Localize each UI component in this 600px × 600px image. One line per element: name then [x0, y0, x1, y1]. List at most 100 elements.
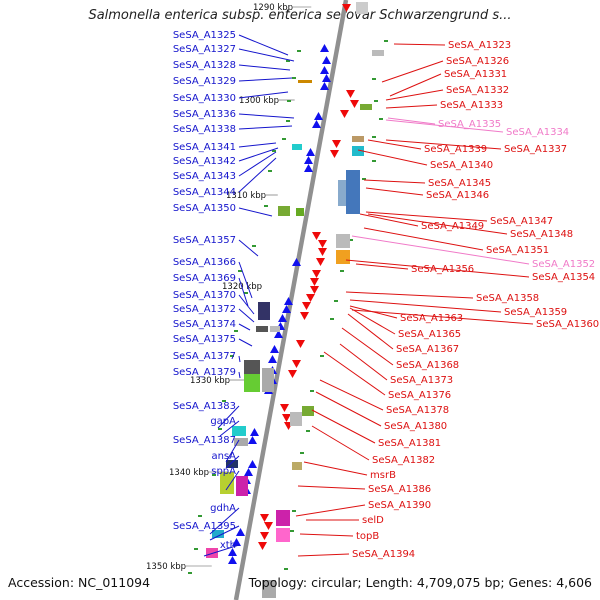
gene-block: [352, 146, 364, 156]
gene-arrow-minus: [318, 248, 327, 256]
gene-tick: [384, 40, 388, 42]
gene-label-left: SeSA_A1379: [173, 367, 236, 378]
gene-arrow-plus: [304, 156, 313, 164]
gene-label-right: SeSA_A1351: [486, 245, 549, 256]
gene-label-right: SeSA_A1346: [426, 190, 489, 201]
gene-tick: [212, 474, 216, 476]
gene-label-left-leader: [238, 142, 277, 148]
gene-label-right: SeSA_A1381: [378, 438, 441, 449]
gene-label-right-leader: [345, 291, 474, 299]
gene-label-left: ansA: [211, 451, 236, 462]
gene-label-right: SeSA_A1348: [510, 229, 573, 240]
gene-label-left-leader: [225, 455, 240, 469]
gene-label-right-leader: [363, 227, 484, 251]
gene-label-right-leader: [385, 119, 504, 133]
gene-label-right: SeSA_A1373: [390, 375, 453, 386]
gene-arrow-minus: [260, 514, 269, 522]
gene-arrow-plus: [284, 297, 293, 305]
gene-arrow-plus: [248, 436, 257, 444]
gene-label-right-leader: [351, 235, 530, 265]
gene-label-left: SeSA_A1377: [173, 351, 236, 362]
gene-label-right-leader: [303, 461, 368, 476]
gene-arrow-minus: [340, 110, 349, 118]
gene-arrow-plus: [314, 112, 323, 120]
gene-arrow-plus: [320, 66, 329, 74]
gene-label-right: SeSA_A1380: [384, 421, 447, 432]
gene-arrow-minus: [282, 414, 291, 422]
gene-block: [296, 208, 304, 216]
gene-arrow-plus: [322, 56, 331, 64]
gene-tick: [297, 50, 301, 52]
gene-arrow-minus: [332, 140, 341, 148]
gene-tick: [372, 136, 376, 138]
gene-arrow-plus: [274, 330, 283, 338]
gene-label-right: msrB: [370, 470, 396, 481]
gene-label-right: SeSA_A1345: [428, 178, 491, 189]
gene-block: [278, 206, 290, 216]
gene-block: [346, 170, 360, 214]
gene-label-left: SeSA_A1329: [173, 76, 236, 87]
gene-label-right-leader: [311, 409, 376, 444]
gene-label-right-leader: [299, 533, 354, 537]
gene-label-left: gdhA: [210, 503, 236, 514]
gene-label-right: selD: [362, 515, 384, 526]
gene-label-right-leader: [323, 351, 386, 396]
gene-arrow-minus: [280, 404, 289, 412]
gene-label-right: SeSA_A1382: [372, 455, 435, 466]
gene-label-right-leader: [345, 259, 530, 278]
gene-tick: [272, 150, 276, 152]
gene-label-right-leader: [385, 89, 444, 101]
gene-label-right: SeSA_A1331: [444, 69, 507, 80]
gene-label-left: SeSA_A1336: [173, 109, 236, 120]
kbp-label: 1290 kbp: [253, 3, 293, 13]
gene-label-left-leader: [238, 147, 279, 162]
gene-block: [292, 144, 302, 150]
gene-arrow-minus: [312, 232, 321, 240]
kbp-label: 1330 kbp: [190, 376, 230, 386]
gene-tick: [234, 330, 238, 332]
gene-label-left-leader: [238, 323, 251, 331]
gene-label-left: SeSA_A1328: [173, 60, 236, 71]
gene-tick: [268, 170, 272, 172]
gene-arrow-minus: [288, 370, 297, 378]
gene-tick: [194, 548, 198, 550]
gene-tick: [292, 77, 296, 79]
gene-arrow-plus: [306, 148, 315, 156]
gene-arrow-plus: [270, 345, 279, 353]
gene-tick: [188, 572, 192, 574]
gene-label-left-leader: [238, 34, 289, 56]
gene-label-right-leader: [359, 213, 419, 227]
gene-tick: [349, 239, 353, 241]
genome-title: Salmonella enterica subsp. enterica sero…: [88, 8, 512, 23]
gene-label-left: SeSA_A1343: [173, 171, 236, 182]
gene-label-right: SeSA_A1352: [532, 259, 595, 270]
gene-label-right: SeSA_A1335: [438, 119, 501, 130]
gene-label-right: SeSA_A1367: [396, 344, 459, 355]
gene-arrow-plus: [292, 258, 301, 266]
gene-block: [244, 374, 260, 392]
gene-tick: [374, 100, 378, 102]
gene-label-right-leader: [385, 104, 438, 109]
gene-label-right-leader: [365, 187, 424, 196]
gene-block: [338, 180, 346, 206]
gene-arrow-minus: [258, 542, 267, 550]
gene-label-right: SeSA_A1334: [506, 127, 569, 138]
gene-arrow-plus: [278, 314, 287, 322]
gene-label-right-leader: [381, 60, 444, 83]
gene-block: [226, 460, 238, 468]
gene-label-right-leader: [319, 379, 384, 411]
gene-arrow-plus: [312, 120, 321, 128]
gene-label-right: SeSA_A1337: [504, 144, 567, 155]
gene-label-left: SeSA_A1374: [173, 319, 236, 330]
gene-block: [234, 438, 248, 446]
gene-label-right: SeSA_A1378: [386, 405, 449, 416]
gene-label-right: SeSA_A1360: [536, 319, 599, 330]
gene-label-left: SeSA_A1341: [173, 142, 236, 153]
gene-label-right: SeSA_A1332: [446, 85, 509, 96]
gene-label-left-leader: [238, 157, 277, 193]
gene-arrow-minus: [302, 302, 311, 310]
gene-label-right-leader: [349, 307, 396, 335]
gene-block: [356, 2, 368, 14]
gene-arrow-plus: [320, 44, 329, 52]
